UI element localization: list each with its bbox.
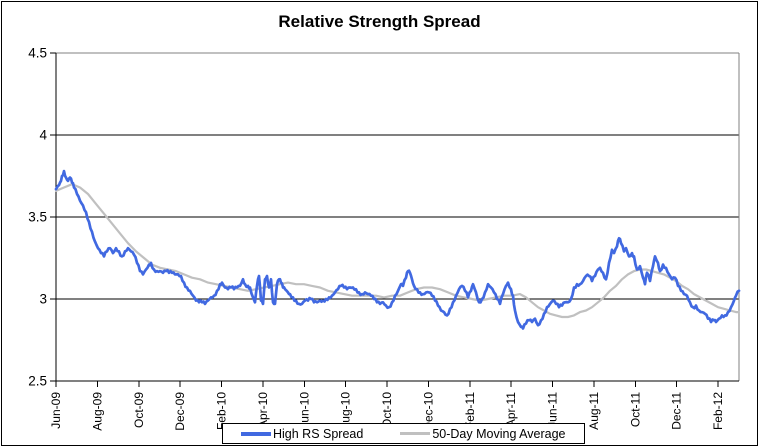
x-axis-label: Apr-11 bbox=[504, 392, 518, 427]
x-axis-label: Feb-10 bbox=[215, 392, 229, 430]
series-line-high-rs-spread bbox=[54, 169, 741, 330]
x-axis-label: Jun-09 bbox=[49, 392, 63, 429]
y-axis-label: 3.5 bbox=[28, 210, 47, 225]
chart-title: Relative Strength Spread bbox=[278, 12, 481, 31]
x-axis-label: Feb-12 bbox=[711, 392, 725, 430]
x-axis-label: Oct-09 bbox=[132, 392, 146, 428]
y-axis-label: 3 bbox=[39, 292, 47, 307]
x-axis-label: Oct-11 bbox=[628, 392, 642, 427]
legend-label-high-rs-spread: High RS Spread bbox=[273, 426, 364, 441]
x-axis-label: Dec-10 bbox=[421, 392, 435, 431]
x-axis-label: Aug-10 bbox=[339, 392, 353, 431]
x-axis-label: Aug-11 bbox=[587, 392, 601, 430]
x-axis-label: Oct-10 bbox=[380, 392, 394, 428]
y-axis-label: 4.5 bbox=[28, 46, 47, 61]
series-line-moving-average bbox=[54, 183, 741, 319]
legend-item-high-rs-spread: High RS Spread bbox=[241, 427, 363, 441]
x-axis-label: Jun-10 bbox=[297, 392, 311, 429]
high-rs-spread-line-sample-icon bbox=[241, 431, 271, 436]
y-axis-label: 2.5 bbox=[28, 374, 47, 389]
legend-label-moving-average: 50-Day Moving Average bbox=[432, 426, 566, 441]
x-axis-label: Apr-10 bbox=[256, 392, 270, 428]
legend: High RS Spread 50-Day Moving Average bbox=[222, 423, 585, 444]
x-axis-label: Feb-11 bbox=[463, 392, 477, 429]
y-axis-label: 4 bbox=[39, 128, 47, 143]
moving-average-line-sample-icon bbox=[400, 432, 431, 435]
x-axis-label: Dec-09 bbox=[173, 392, 187, 431]
legend-item-moving-average: 50-Day Moving Average bbox=[400, 426, 566, 441]
x-axis-label: Dec-11 bbox=[670, 392, 684, 430]
x-axis-label: Jun-11 bbox=[546, 392, 560, 428]
x-axis-label: Aug-09 bbox=[90, 392, 104, 431]
